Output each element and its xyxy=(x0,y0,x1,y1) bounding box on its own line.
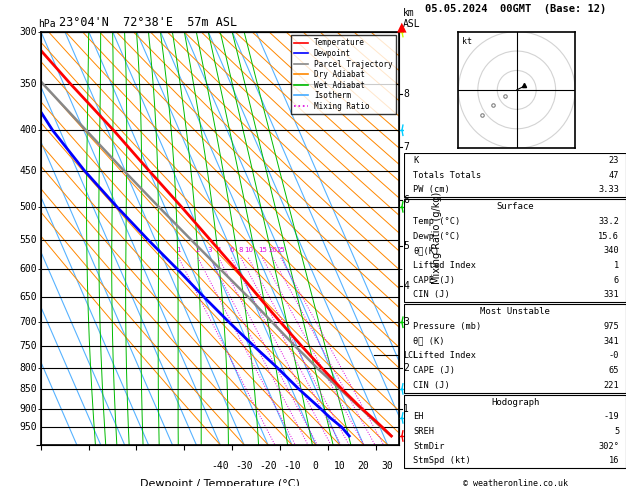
Text: 10: 10 xyxy=(334,461,345,471)
Text: 4: 4 xyxy=(216,247,221,253)
Text: 6: 6 xyxy=(229,247,234,253)
Text: 5: 5 xyxy=(614,427,619,436)
Text: km
ASL: km ASL xyxy=(403,8,420,29)
Text: 23°04'N  72°38'E  57m ASL: 23°04'N 72°38'E 57m ASL xyxy=(59,16,237,29)
Text: 300: 300 xyxy=(19,27,37,36)
Text: PW (cm): PW (cm) xyxy=(413,185,450,194)
Text: hPa: hPa xyxy=(38,19,55,29)
Text: kt: kt xyxy=(462,37,472,47)
Text: 15.6: 15.6 xyxy=(598,232,619,241)
Text: 15: 15 xyxy=(258,247,267,253)
Text: 340: 340 xyxy=(603,246,619,255)
Text: CIN (J): CIN (J) xyxy=(413,381,450,390)
Text: 600: 600 xyxy=(19,264,37,275)
Text: 3: 3 xyxy=(403,317,409,327)
Text: 750: 750 xyxy=(19,341,37,351)
Text: 6: 6 xyxy=(614,276,619,285)
Text: CAPE (J): CAPE (J) xyxy=(413,366,455,375)
Text: 950: 950 xyxy=(19,422,37,432)
Text: 23: 23 xyxy=(609,156,619,165)
Bar xyxy=(404,395,626,468)
Text: -0: -0 xyxy=(609,351,619,360)
Text: -30: -30 xyxy=(235,461,253,471)
Bar xyxy=(404,199,626,302)
Text: ▲: ▲ xyxy=(396,20,406,33)
Text: 400: 400 xyxy=(19,125,37,135)
Text: 700: 700 xyxy=(19,317,37,327)
Text: Totals Totals: Totals Totals xyxy=(413,171,482,180)
Text: 8: 8 xyxy=(403,89,409,99)
Text: 33.2: 33.2 xyxy=(598,217,619,226)
Text: 20: 20 xyxy=(358,461,369,471)
Text: 331: 331 xyxy=(603,290,619,299)
Text: EH: EH xyxy=(413,412,424,421)
Text: K: K xyxy=(413,156,418,165)
Text: © weatheronline.co.uk: © weatheronline.co.uk xyxy=(463,479,567,486)
Text: -19: -19 xyxy=(603,412,619,421)
Text: 6: 6 xyxy=(403,195,409,205)
Text: 341: 341 xyxy=(603,337,619,346)
Bar xyxy=(404,153,626,197)
Text: Surface: Surface xyxy=(496,202,534,211)
Text: -10: -10 xyxy=(283,461,301,471)
Text: 16: 16 xyxy=(609,456,619,466)
Text: Pressure (mb): Pressure (mb) xyxy=(413,322,482,331)
Text: 7: 7 xyxy=(403,142,409,152)
Text: 30: 30 xyxy=(382,461,393,471)
Text: Lifted Index: Lifted Index xyxy=(413,351,476,360)
Text: 47: 47 xyxy=(609,171,619,180)
Text: Most Unstable: Most Unstable xyxy=(480,307,550,316)
Text: 500: 500 xyxy=(19,202,37,212)
Legend: Temperature, Dewpoint, Parcel Trajectory, Dry Adiabat, Wet Adiabat, Isotherm, Mi: Temperature, Dewpoint, Parcel Trajectory… xyxy=(291,35,396,114)
Text: 20: 20 xyxy=(268,247,277,253)
Text: 0: 0 xyxy=(313,461,319,471)
Text: 350: 350 xyxy=(19,80,37,89)
Text: 850: 850 xyxy=(19,384,37,394)
Text: Temp (°C): Temp (°C) xyxy=(413,217,460,226)
Text: 900: 900 xyxy=(19,403,37,414)
Text: 2: 2 xyxy=(403,363,409,373)
Text: SREH: SREH xyxy=(413,427,434,436)
Text: 550: 550 xyxy=(19,235,37,244)
Text: 450: 450 xyxy=(19,166,37,176)
Text: -20: -20 xyxy=(259,461,277,471)
Text: StmDir: StmDir xyxy=(413,442,445,451)
Text: CIN (J): CIN (J) xyxy=(413,290,450,299)
Text: 1: 1 xyxy=(403,403,409,414)
Text: 8: 8 xyxy=(238,247,243,253)
Text: 1: 1 xyxy=(614,261,619,270)
Text: 2: 2 xyxy=(196,247,200,253)
Bar xyxy=(404,304,626,393)
Text: Lifted Index: Lifted Index xyxy=(413,261,476,270)
Y-axis label: Mixing Ratio (g/kg): Mixing Ratio (g/kg) xyxy=(432,192,442,284)
Text: 1: 1 xyxy=(176,247,181,253)
Text: θᴇ(K): θᴇ(K) xyxy=(413,246,440,255)
Text: 05.05.2024  00GMT  (Base: 12): 05.05.2024 00GMT (Base: 12) xyxy=(425,3,606,14)
Text: 975: 975 xyxy=(603,322,619,331)
Text: 302°: 302° xyxy=(598,442,619,451)
Text: 3: 3 xyxy=(208,247,212,253)
Text: Hodograph: Hodograph xyxy=(491,398,539,407)
Text: θᴇ (K): θᴇ (K) xyxy=(413,337,445,346)
Text: 221: 221 xyxy=(603,381,619,390)
Text: 3.33: 3.33 xyxy=(598,185,619,194)
Text: 4: 4 xyxy=(403,281,409,291)
Text: CAPE (J): CAPE (J) xyxy=(413,276,455,285)
Text: 25: 25 xyxy=(277,247,285,253)
Text: 5: 5 xyxy=(403,241,409,251)
Text: LCL: LCL xyxy=(403,350,418,360)
Text: Dewp (°C): Dewp (°C) xyxy=(413,232,460,241)
Text: 65: 65 xyxy=(609,366,619,375)
Text: StmSpd (kt): StmSpd (kt) xyxy=(413,456,471,466)
Text: 800: 800 xyxy=(19,363,37,373)
Text: -40: -40 xyxy=(211,461,229,471)
X-axis label: Dewpoint / Temperature (°C): Dewpoint / Temperature (°C) xyxy=(140,479,300,486)
Text: 650: 650 xyxy=(19,292,37,302)
Text: 10: 10 xyxy=(244,247,253,253)
